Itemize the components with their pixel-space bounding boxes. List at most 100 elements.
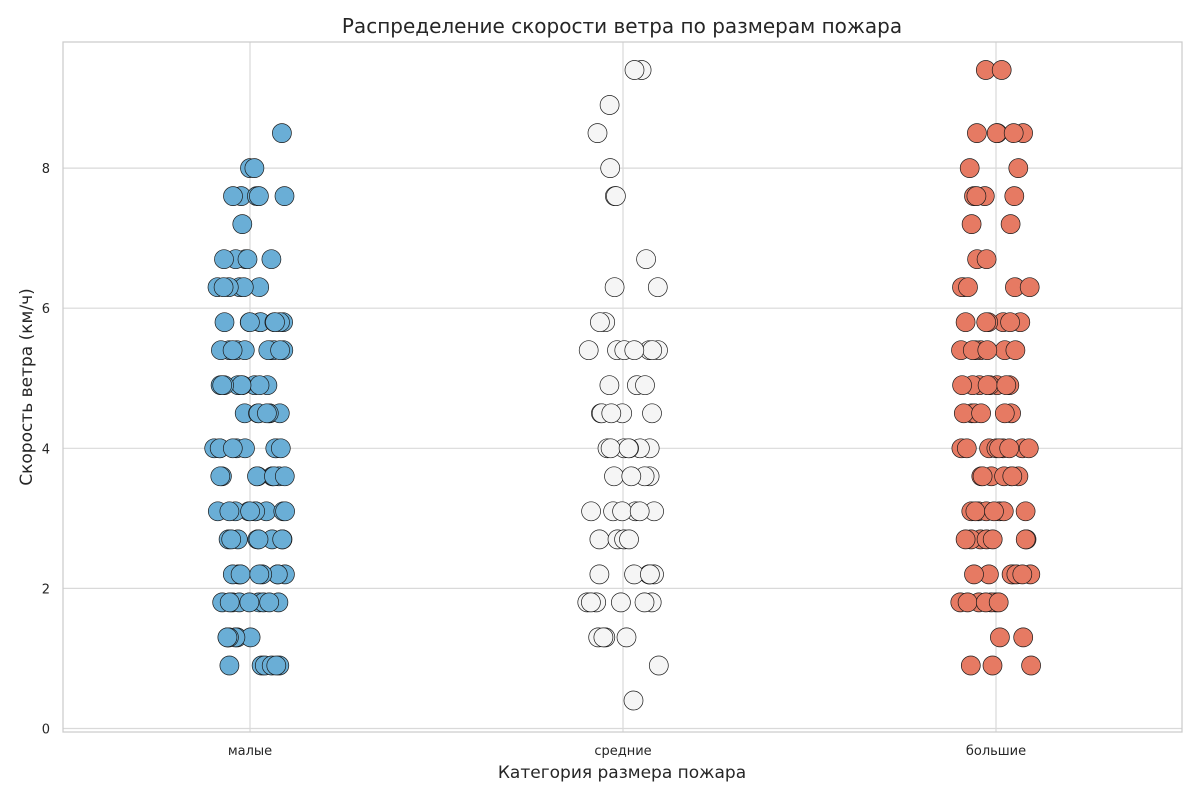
- data-point: [991, 60, 1012, 80]
- data-point: [237, 249, 258, 270]
- data-point: [222, 438, 243, 459]
- data-point: [976, 312, 997, 333]
- data-point: [589, 529, 610, 550]
- data-points: [204, 60, 1041, 711]
- y-tick-label: 0: [42, 722, 50, 737]
- x-tick-label: большие: [966, 744, 1026, 759]
- data-point: [960, 655, 981, 676]
- data-point: [640, 564, 660, 585]
- data-point: [621, 466, 642, 487]
- data-point: [648, 655, 669, 676]
- data-point: [959, 158, 980, 178]
- data-point: [247, 466, 267, 487]
- data-point: [618, 438, 639, 459]
- data-point: [955, 529, 976, 550]
- data-point: [996, 375, 1017, 396]
- data-point: [986, 123, 1007, 143]
- data-point: [214, 249, 234, 270]
- data-point: [1019, 277, 1040, 298]
- data-point: [965, 501, 986, 522]
- data-point: [249, 186, 269, 206]
- data-point: [249, 375, 270, 396]
- data-point: [275, 501, 295, 522]
- data-point: [1000, 214, 1021, 234]
- data-point: [999, 438, 1020, 459]
- data-point: [976, 249, 997, 270]
- data-point: [210, 466, 231, 487]
- data-point: [958, 277, 978, 298]
- data-point: [219, 592, 240, 613]
- data-point: [629, 501, 650, 522]
- data-point: [634, 592, 655, 613]
- data-point: [222, 340, 243, 361]
- data-point: [217, 627, 238, 648]
- data-point: [219, 501, 240, 522]
- data-point: [244, 158, 265, 178]
- data-point: [249, 564, 270, 585]
- data-point: [274, 466, 295, 487]
- data-point: [270, 438, 291, 459]
- data-point: [982, 655, 1003, 676]
- y-tick-label: 4: [42, 442, 50, 457]
- data-point: [1012, 564, 1033, 585]
- data-point: [259, 592, 280, 613]
- data-point: [240, 501, 260, 522]
- data-point: [599, 95, 620, 115]
- data-point: [647, 277, 668, 298]
- y-axis-label: Скорость ветра (км/ч): [17, 288, 37, 486]
- data-point: [619, 529, 639, 550]
- data-point: [990, 627, 1010, 648]
- y-tick-label: 2: [42, 582, 50, 597]
- data-point: [589, 564, 610, 585]
- data-point: [231, 375, 252, 396]
- data-point: [600, 158, 621, 178]
- data-point: [221, 529, 242, 550]
- data-point: [1005, 340, 1026, 361]
- data-point: [239, 592, 260, 613]
- data-point: [623, 690, 644, 711]
- data-point: [599, 375, 620, 396]
- y-tick-labels: 0 2 4 6 8: [42, 162, 50, 737]
- data-point: [967, 123, 987, 143]
- data-point: [624, 340, 645, 361]
- data-point: [1015, 529, 1036, 550]
- data-point: [956, 438, 977, 459]
- data-point: [984, 501, 1004, 522]
- data-point: [213, 277, 234, 298]
- data-point: [272, 529, 293, 550]
- data-point: [606, 186, 626, 206]
- data-point: [977, 340, 998, 361]
- data-point: [636, 249, 656, 270]
- x-tick-label: малые: [228, 744, 272, 759]
- data-point: [240, 312, 260, 333]
- data-point: [616, 627, 637, 648]
- data-point: [1015, 501, 1036, 522]
- data-point: [590, 312, 610, 333]
- data-point: [1004, 186, 1025, 206]
- data-point: [212, 375, 233, 396]
- data-point: [612, 501, 632, 522]
- data-point: [581, 592, 601, 613]
- data-point: [1002, 466, 1023, 487]
- data-point: [1018, 438, 1039, 459]
- x-tick-label: средние: [594, 744, 651, 759]
- data-point: [223, 186, 243, 206]
- data-point: [214, 312, 235, 333]
- data-point: [982, 529, 1003, 550]
- data-point: [966, 186, 987, 206]
- chart-title: Распределение скорости ветра по размерам…: [342, 14, 902, 38]
- data-point: [581, 501, 601, 522]
- data-point: [624, 60, 645, 80]
- data-point: [971, 403, 991, 424]
- data-point: [1000, 312, 1020, 333]
- data-point: [601, 403, 622, 424]
- data-point: [953, 403, 974, 424]
- x-tick-labels: малые средние большие: [228, 744, 1026, 759]
- data-point: [977, 375, 998, 396]
- data-point: [957, 592, 978, 613]
- data-point: [266, 655, 287, 676]
- data-point: [587, 123, 608, 143]
- data-point: [988, 592, 1009, 613]
